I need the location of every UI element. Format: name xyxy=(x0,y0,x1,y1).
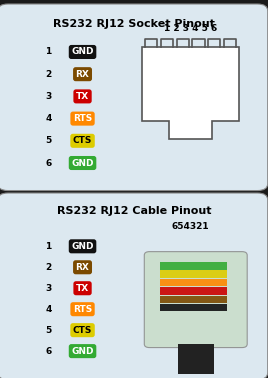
Bar xyxy=(160,287,227,294)
Bar xyxy=(160,296,227,303)
Text: GND: GND xyxy=(71,242,94,251)
Bar xyxy=(160,279,227,286)
Text: CTS: CTS xyxy=(73,136,92,145)
Bar xyxy=(160,304,227,311)
Text: 6: 6 xyxy=(45,347,52,356)
Text: RX: RX xyxy=(76,70,90,79)
Text: RTS: RTS xyxy=(73,305,92,314)
Text: 3: 3 xyxy=(45,284,52,293)
Text: GND: GND xyxy=(71,158,94,167)
Text: 1: 1 xyxy=(45,48,52,56)
Polygon shape xyxy=(142,46,240,139)
Text: 1: 1 xyxy=(45,242,52,251)
Text: RS232 RJ12 Cable Pinout: RS232 RJ12 Cable Pinout xyxy=(57,206,211,216)
Bar xyxy=(178,344,214,376)
Text: TX: TX xyxy=(76,284,89,293)
Text: 6: 6 xyxy=(45,158,52,167)
Bar xyxy=(160,271,227,278)
Text: 654321: 654321 xyxy=(172,222,209,231)
Text: 4: 4 xyxy=(45,305,52,314)
Text: 2: 2 xyxy=(45,70,52,79)
Text: 5: 5 xyxy=(45,136,52,145)
Text: 2: 2 xyxy=(45,263,52,272)
Text: TX: TX xyxy=(76,92,89,101)
Text: 3: 3 xyxy=(45,92,52,101)
Text: RTS: RTS xyxy=(73,114,92,123)
Text: GND: GND xyxy=(71,347,94,356)
FancyBboxPatch shape xyxy=(144,252,247,348)
Text: RX: RX xyxy=(76,263,90,272)
Text: 1 2 3 4 5 6: 1 2 3 4 5 6 xyxy=(164,24,217,33)
FancyBboxPatch shape xyxy=(0,4,268,191)
Text: 5: 5 xyxy=(45,326,52,335)
Text: GND: GND xyxy=(71,48,94,56)
Text: RS232 RJ12 Socket Pinout: RS232 RJ12 Socket Pinout xyxy=(53,19,215,29)
Text: 4: 4 xyxy=(45,114,52,123)
Bar xyxy=(160,262,227,270)
FancyBboxPatch shape xyxy=(0,193,268,378)
Text: CTS: CTS xyxy=(73,326,92,335)
